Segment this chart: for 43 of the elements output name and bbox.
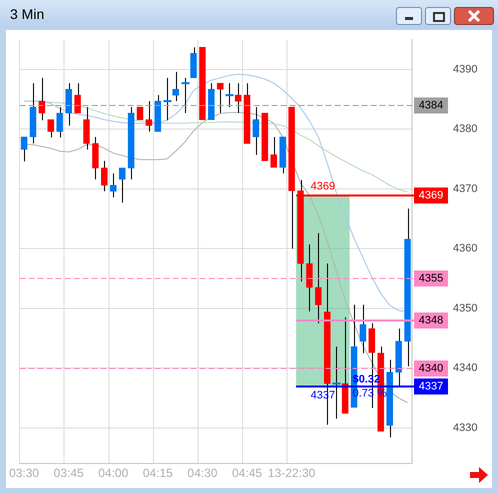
annotation: 4369: [310, 180, 336, 192]
ref-line-label: 4348: [418, 314, 444, 327]
y-tick-label: 4350: [453, 302, 478, 314]
candlestick: [65, 82, 72, 126]
x-tick-label: 04:15: [142, 466, 174, 480]
candlestick: [56, 106, 64, 138]
candlestick: [360, 304, 366, 354]
candlestick: [234, 82, 242, 114]
candlestick: [315, 232, 322, 324]
y-tick-label: 4360: [453, 242, 478, 255]
candlestick: [190, 46, 197, 78]
x-tick-label: 03:30: [9, 466, 40, 480]
x-tick-label: 04:00: [98, 466, 129, 480]
ref-line-label: 4355: [418, 272, 444, 285]
candlestick: [101, 160, 108, 192]
ref-line-label: 4384: [418, 100, 444, 112]
candlestick: [48, 119, 54, 138]
x-tick-label: 13-22:30: [268, 466, 316, 480]
candlestick: [172, 71, 180, 102]
candlestick: [20, 136, 28, 162]
x-tick-label: 04:30: [187, 466, 218, 480]
candlestick: [136, 106, 144, 120]
ref-line-label: 4337: [418, 380, 444, 393]
y-tick-label: 4370: [453, 182, 478, 195]
y-tick-label: 4380: [453, 123, 478, 136]
y-tick-label: 4390: [453, 63, 478, 76]
x-tick-label: 04:45: [232, 466, 262, 480]
y-tick-label: 4330: [453, 422, 478, 434]
candlestick: [118, 167, 126, 204]
ref-line-label: 4340: [418, 362, 444, 375]
candlestick: [74, 82, 81, 114]
candlestick: [252, 106, 260, 156]
chart-title: 3 Min: [10, 6, 44, 22]
candlestick: [110, 172, 117, 198]
y-tick-label: 4340: [453, 362, 478, 374]
candlestick: [83, 106, 90, 150]
ref-line-label: 4369: [418, 190, 444, 202]
candlestick: [270, 136, 278, 168]
candlestick: [146, 100, 152, 132]
x-tick-label: 03:45: [54, 466, 84, 480]
candlestick: [306, 244, 313, 312]
candlestick: [216, 82, 224, 114]
candlestick: [92, 136, 99, 180]
